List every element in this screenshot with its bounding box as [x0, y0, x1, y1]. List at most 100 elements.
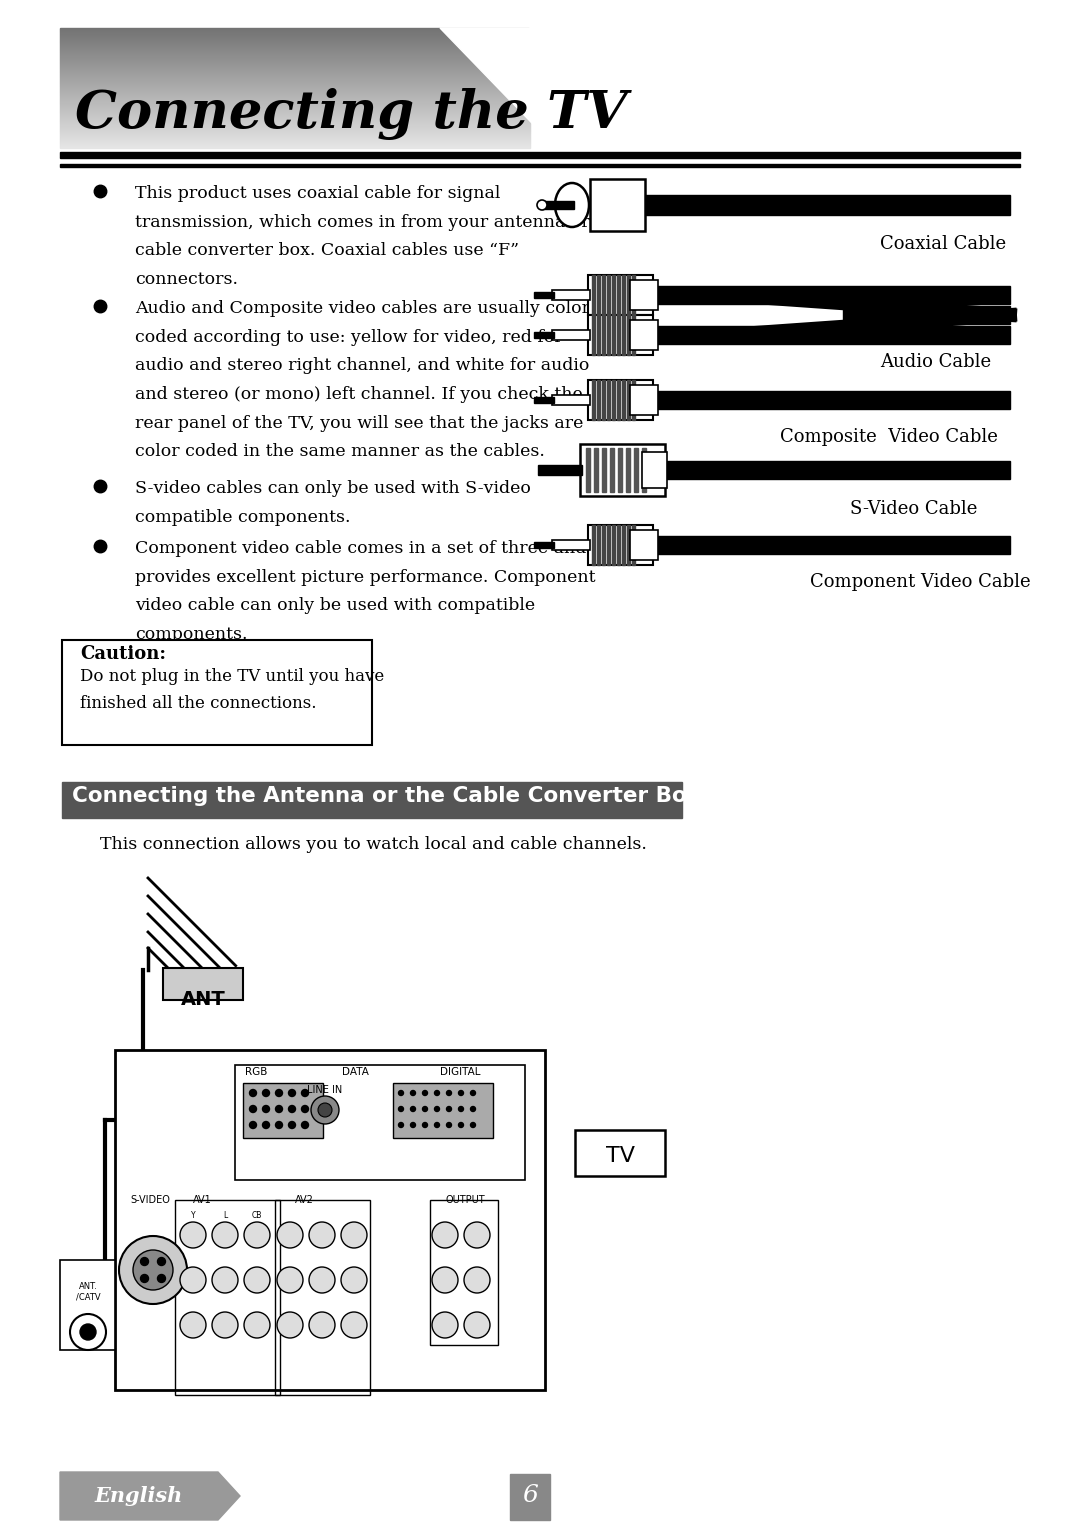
Bar: [607, 315, 610, 354]
Bar: [62, 640, 372, 746]
Circle shape: [249, 1089, 257, 1097]
Bar: [630, 280, 658, 310]
Circle shape: [446, 1123, 451, 1128]
Bar: [534, 292, 554, 298]
Circle shape: [301, 1105, 309, 1112]
Bar: [235, 1065, 525, 1180]
Bar: [642, 452, 667, 487]
Bar: [627, 380, 630, 420]
Text: Do not plug in the TV until you have
finished all the connections.: Do not plug in the TV until you have fin…: [80, 668, 384, 712]
Circle shape: [262, 1122, 270, 1129]
Bar: [60, 151, 1020, 157]
Circle shape: [309, 1222, 335, 1248]
Bar: [632, 315, 635, 354]
Bar: [594, 448, 598, 492]
Circle shape: [275, 1089, 283, 1097]
Bar: [617, 526, 620, 565]
Text: Component video cable comes in a set of three and
provides excellent picture per: Component video cable comes in a set of …: [135, 539, 595, 643]
Text: DATA: DATA: [341, 1067, 368, 1077]
Circle shape: [80, 1323, 96, 1340]
Circle shape: [410, 1091, 416, 1096]
Bar: [602, 526, 605, 565]
Bar: [602, 380, 605, 420]
Bar: [640, 196, 1010, 215]
Bar: [843, 306, 1010, 324]
Bar: [592, 526, 595, 565]
Text: ANT.: ANT.: [79, 1282, 97, 1291]
Bar: [597, 315, 600, 354]
Bar: [590, 179, 645, 231]
Polygon shape: [440, 0, 730, 329]
Bar: [634, 448, 638, 492]
Circle shape: [275, 1105, 283, 1112]
Text: /CATV: /CATV: [76, 1293, 100, 1300]
Text: Composite  Video Cable: Composite Video Cable: [780, 428, 998, 446]
Circle shape: [249, 1122, 257, 1129]
Bar: [575, 1131, 665, 1177]
Circle shape: [311, 1096, 339, 1125]
Circle shape: [434, 1091, 440, 1096]
Circle shape: [422, 1123, 428, 1128]
Bar: [630, 530, 658, 559]
Bar: [534, 542, 554, 549]
Bar: [62, 782, 681, 817]
Circle shape: [399, 1106, 404, 1111]
Circle shape: [471, 1106, 475, 1111]
Bar: [607, 275, 610, 315]
Circle shape: [537, 200, 546, 209]
Bar: [607, 380, 610, 420]
Text: This connection allows you to watch local and cable channels.: This connection allows you to watch loca…: [100, 836, 647, 853]
Bar: [592, 275, 595, 315]
Bar: [592, 315, 595, 354]
Bar: [617, 275, 620, 315]
Circle shape: [459, 1123, 463, 1128]
Text: L: L: [222, 1212, 227, 1219]
Circle shape: [244, 1267, 270, 1293]
Circle shape: [434, 1106, 440, 1111]
Circle shape: [464, 1313, 490, 1339]
Bar: [60, 1261, 114, 1351]
Circle shape: [446, 1106, 451, 1111]
Circle shape: [180, 1222, 206, 1248]
Text: OUTPUT: OUTPUT: [445, 1195, 485, 1206]
Circle shape: [446, 1091, 451, 1096]
Text: Caution:: Caution:: [80, 645, 166, 663]
Text: Connecting the Antenna or the Cable Converter Box: Connecting the Antenna or the Cable Conv…: [72, 785, 701, 805]
Circle shape: [301, 1122, 309, 1129]
Text: S-Video Cable: S-Video Cable: [850, 500, 977, 518]
Text: AV1: AV1: [193, 1195, 212, 1206]
Bar: [588, 380, 653, 420]
Bar: [114, 1050, 545, 1390]
Text: ANT: ANT: [180, 990, 226, 1008]
Bar: [538, 465, 582, 475]
Circle shape: [262, 1105, 270, 1112]
Bar: [660, 461, 1010, 478]
Circle shape: [275, 1122, 283, 1129]
Text: RGB: RGB: [245, 1067, 268, 1077]
Bar: [588, 275, 653, 315]
Bar: [597, 275, 600, 315]
Circle shape: [432, 1267, 458, 1293]
Bar: [612, 380, 615, 420]
Bar: [243, 1083, 323, 1138]
Bar: [597, 526, 600, 565]
Bar: [552, 290, 590, 299]
Bar: [626, 448, 630, 492]
Circle shape: [301, 1089, 309, 1097]
Bar: [648, 391, 1010, 410]
Circle shape: [471, 1091, 475, 1096]
Polygon shape: [60, 1471, 240, 1520]
Circle shape: [140, 1274, 149, 1282]
Text: S-VIDEO: S-VIDEO: [130, 1195, 170, 1206]
Text: Audio and Composite video cables are usually color
coded according to use: yello: Audio and Composite video cables are usu…: [135, 299, 590, 460]
Bar: [542, 202, 573, 209]
Bar: [552, 539, 590, 550]
Text: AV2: AV2: [295, 1195, 314, 1206]
Text: Coaxial Cable: Coaxial Cable: [880, 235, 1007, 254]
Circle shape: [410, 1123, 416, 1128]
Circle shape: [276, 1313, 303, 1339]
Bar: [622, 526, 625, 565]
Circle shape: [422, 1106, 428, 1111]
Circle shape: [422, 1091, 428, 1096]
Circle shape: [158, 1274, 165, 1282]
